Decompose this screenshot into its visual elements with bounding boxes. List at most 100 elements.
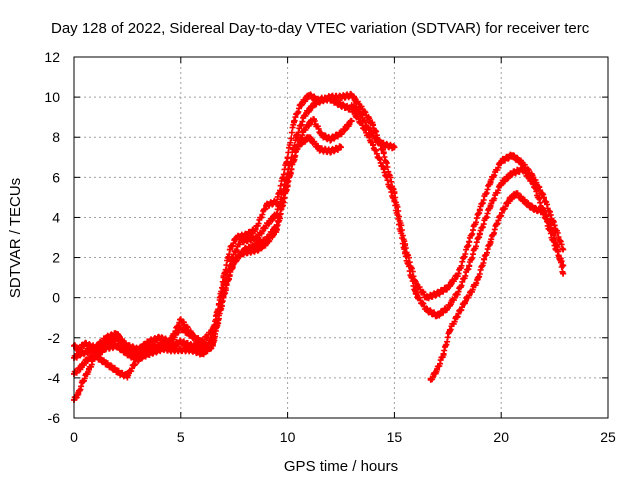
x-axis-ticks: 0 5 10 15 20 25 [70, 57, 616, 445]
data-point [412, 290, 419, 297]
chart-title: Day 128 of 2022, Sidereal Day-to-day VTE… [51, 20, 590, 37]
data-point [493, 220, 500, 227]
data-point [297, 102, 304, 109]
data-point [402, 250, 409, 257]
data-point [199, 350, 206, 357]
data-point [291, 118, 298, 125]
data-point [124, 350, 131, 357]
data-point [382, 142, 389, 149]
data-point [177, 338, 184, 345]
data-point [81, 340, 88, 347]
data-point [156, 334, 163, 341]
data-point [252, 226, 259, 233]
data-point [461, 298, 468, 305]
y-tick-label: -6 [48, 410, 61, 426]
x-axis-label: GPS time / hours [284, 458, 398, 475]
data-point [83, 356, 90, 363]
data-point [135, 354, 142, 361]
data-point [284, 178, 291, 185]
data-point [380, 166, 387, 173]
y-tick-label: 8 [52, 129, 60, 145]
data-point [446, 326, 453, 333]
data-point [83, 348, 90, 355]
data-point [305, 92, 312, 99]
data-point [487, 202, 494, 209]
y-tick-label: 2 [52, 250, 60, 266]
data-point [254, 234, 261, 241]
data-point [177, 346, 184, 353]
data-point [316, 146, 323, 153]
data-point [525, 202, 532, 209]
data-point [167, 342, 174, 349]
data-point [231, 258, 238, 265]
data-point [560, 270, 567, 277]
y-tick-label: 6 [52, 169, 60, 185]
data-point [295, 142, 302, 149]
data-point [79, 378, 86, 385]
data-point [241, 246, 248, 253]
data-point [177, 324, 184, 331]
data-point [338, 102, 344, 109]
data-point [263, 202, 270, 209]
data-point [519, 166, 526, 173]
series-trace-6 [348, 102, 398, 152]
data-point [374, 138, 381, 145]
data-point [440, 350, 447, 357]
data-point [156, 346, 163, 353]
data-point [77, 364, 84, 371]
data-point [273, 222, 280, 229]
data-point [540, 208, 547, 215]
data-point [466, 262, 473, 269]
data-point [444, 304, 451, 311]
data-point [188, 332, 195, 339]
data-point [145, 350, 152, 357]
data-point [220, 290, 227, 297]
y-tick-label: 10 [44, 89, 60, 105]
y-axis-label: SDTVAR / TECUs [7, 178, 24, 298]
y-tick-label: 12 [44, 49, 60, 65]
data-point [318, 96, 325, 103]
data-point [226, 246, 233, 253]
data-point [530, 180, 537, 187]
data-point [273, 198, 280, 205]
data-point [348, 102, 355, 109]
data-point [508, 152, 515, 159]
x-tick-label: 0 [70, 429, 78, 445]
data-point [338, 130, 344, 137]
data-point [427, 376, 434, 383]
data-point [103, 334, 110, 341]
data-point [327, 148, 334, 155]
data-point [391, 144, 398, 151]
data-point [498, 180, 505, 187]
series-trace-5 [427, 190, 567, 383]
data-point [103, 344, 110, 351]
plot-frame [73, 56, 609, 419]
data-point [423, 294, 430, 301]
data-point [474, 276, 481, 283]
x-tick-label: 5 [177, 429, 185, 445]
data-point [348, 118, 355, 125]
data-point [75, 390, 82, 397]
data-point [209, 340, 216, 347]
x-tick-label: 20 [493, 429, 509, 445]
data-point [487, 238, 494, 245]
data-point [117, 370, 124, 377]
data-point [113, 334, 120, 341]
y-tick-label: 0 [52, 290, 60, 306]
data-point [100, 358, 107, 365]
data-point [508, 170, 515, 177]
data-point [188, 342, 195, 349]
data-point [145, 338, 152, 345]
data-point [135, 346, 142, 353]
data-point [109, 364, 116, 371]
data-point [455, 288, 462, 295]
y-tick-label: -2 [48, 330, 61, 346]
data-series [71, 90, 567, 403]
data-point [455, 310, 462, 317]
data-point [547, 222, 554, 229]
data-point [301, 112, 308, 119]
data-point [519, 160, 526, 167]
data-point [293, 134, 300, 141]
data-point [237, 238, 244, 245]
data-point [327, 96, 334, 103]
